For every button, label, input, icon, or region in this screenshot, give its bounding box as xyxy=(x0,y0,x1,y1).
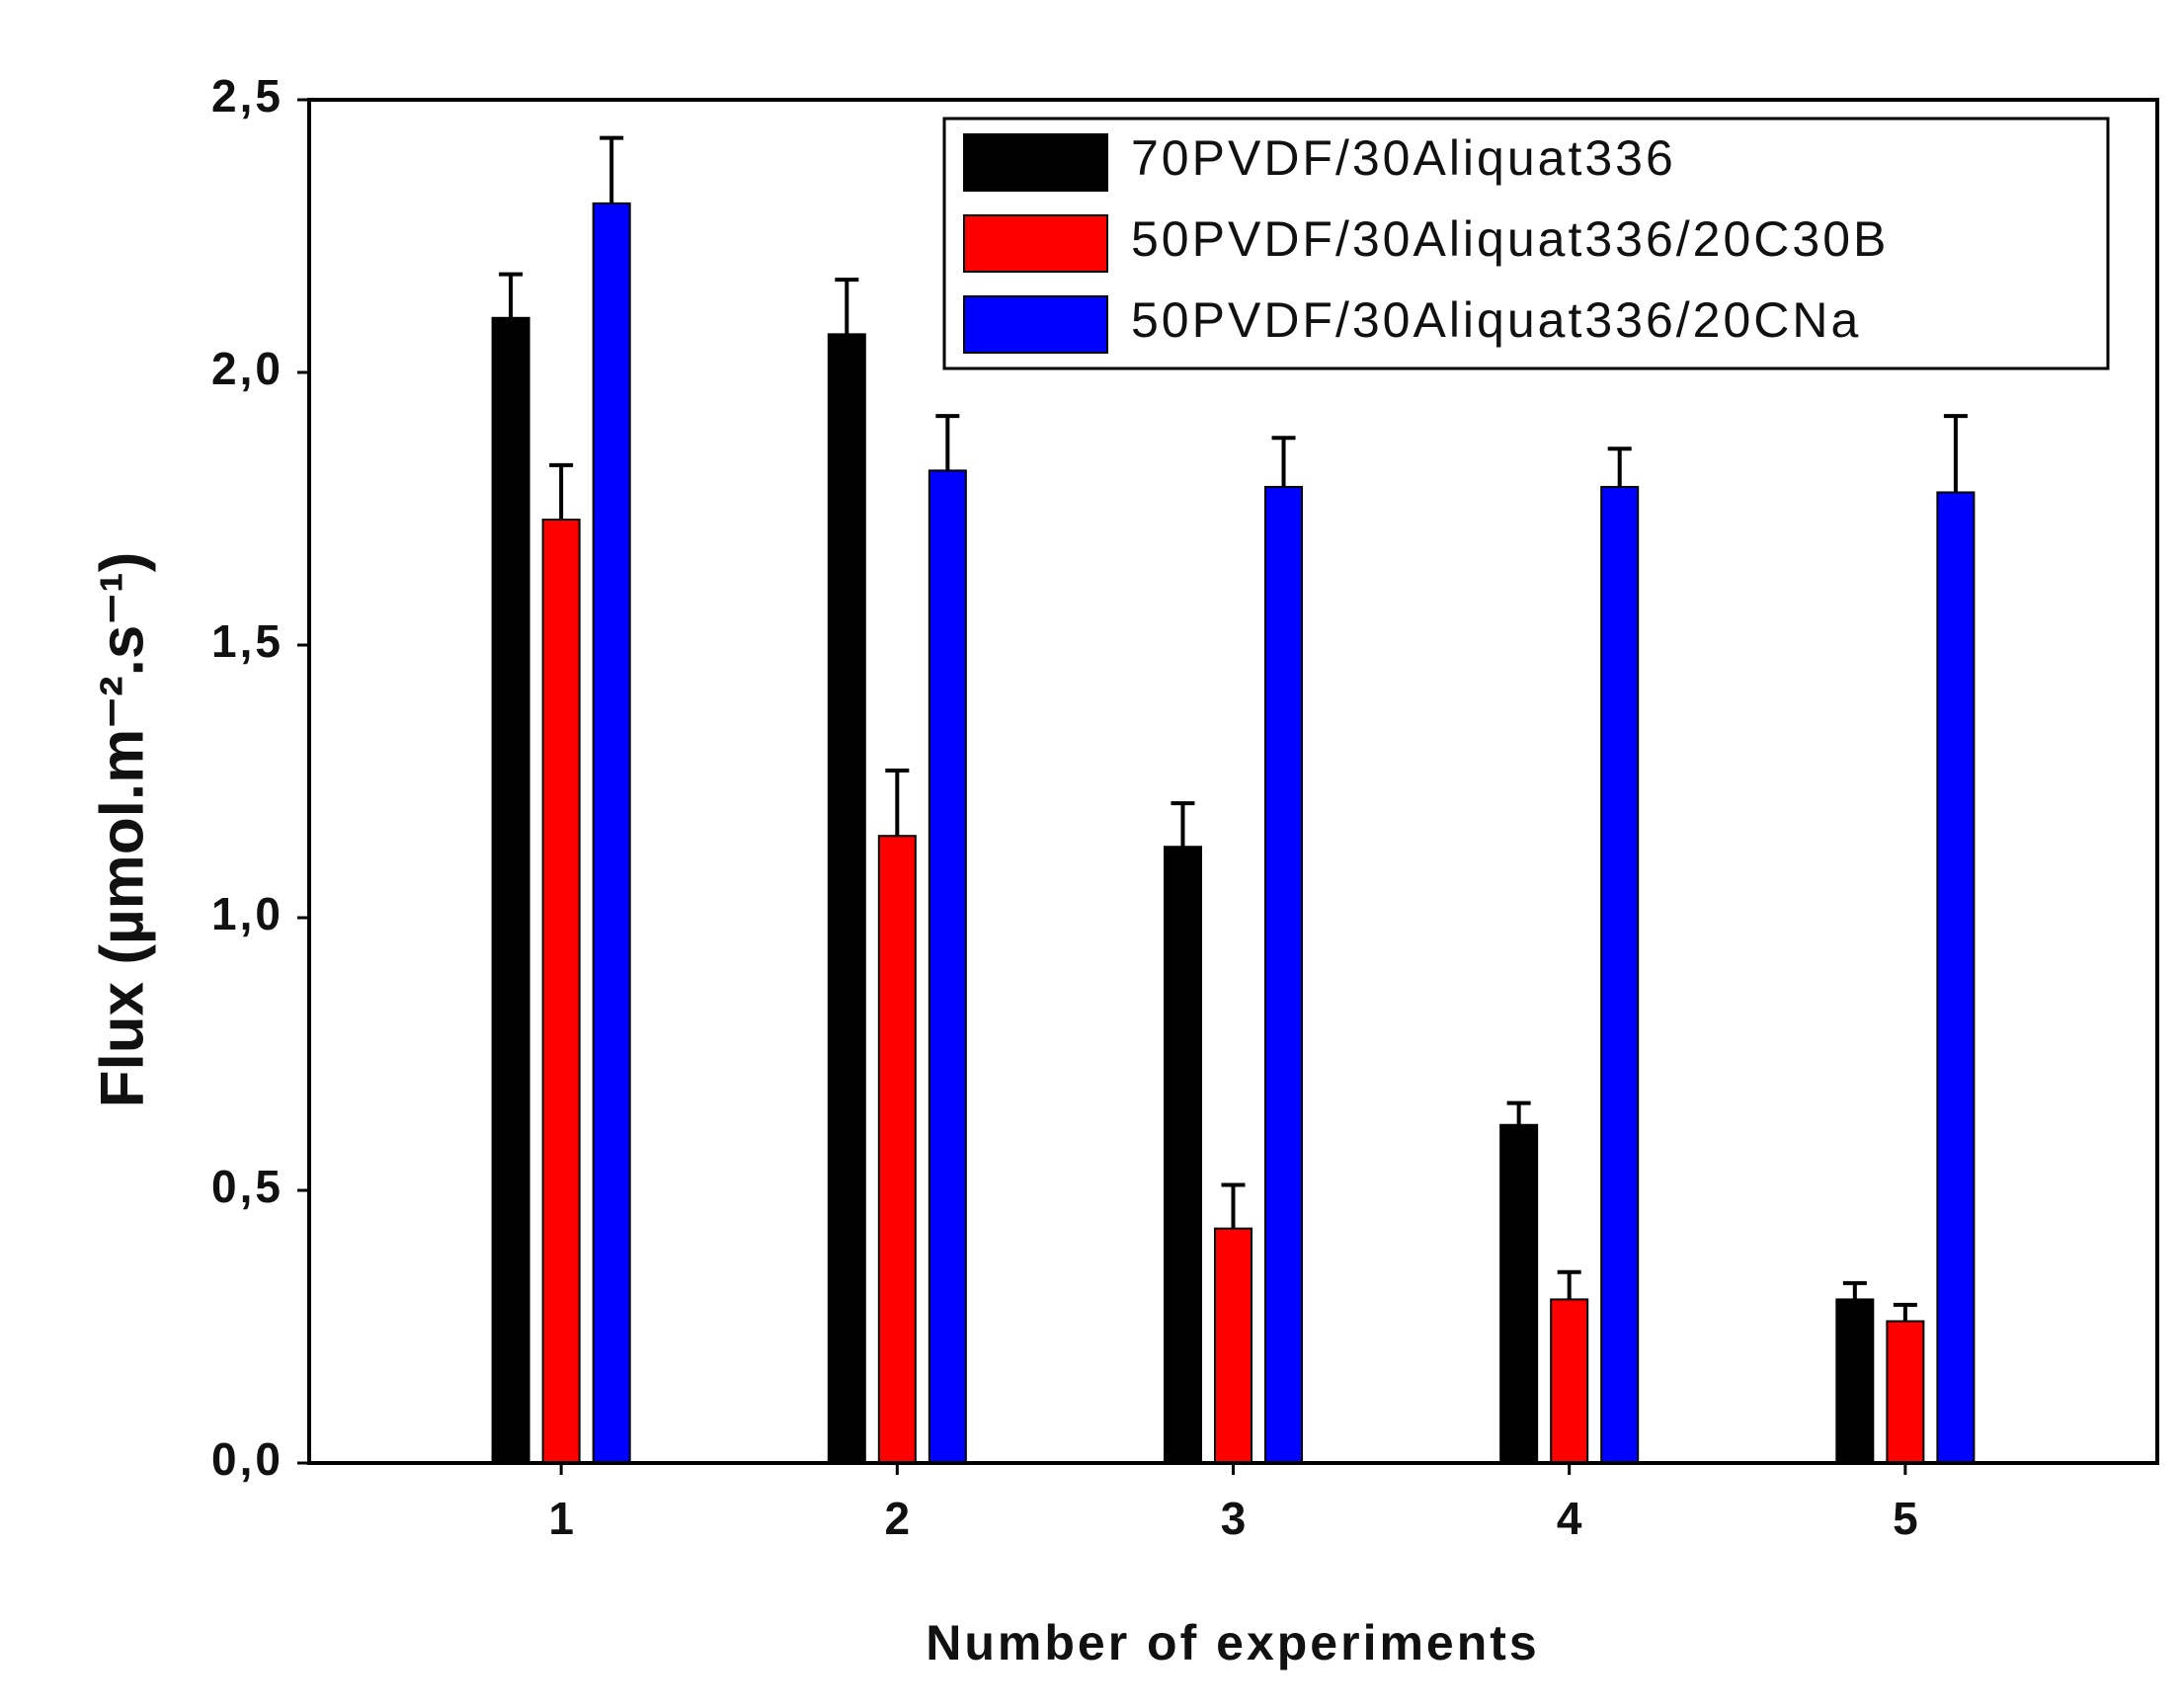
bar xyxy=(1886,1320,1925,1464)
error-bar xyxy=(1893,1302,1917,1322)
x-tick-label: 4 xyxy=(1557,1493,1582,1544)
bar xyxy=(1936,491,1976,1464)
error-bar xyxy=(1171,801,1195,848)
error-bar xyxy=(1842,1280,1867,1300)
x-tick-label: 5 xyxy=(1893,1493,1918,1544)
error-bar xyxy=(1943,414,1968,493)
bar xyxy=(1214,1227,1252,1465)
error-bar xyxy=(499,272,524,318)
bar xyxy=(592,202,631,1464)
y-tick-label: 2,5 xyxy=(211,70,283,122)
legend-label: 50PVDF/30Aliquat336/20CNa xyxy=(1131,292,1861,348)
y-tick-label: 1,0 xyxy=(211,888,283,939)
y-tick-label: 0,5 xyxy=(211,1161,283,1212)
error-bar xyxy=(835,278,859,335)
error-bar xyxy=(1221,1182,1246,1229)
bar xyxy=(541,519,581,1464)
legend-swatch xyxy=(963,295,1108,354)
x-tick-label: 3 xyxy=(1221,1493,1247,1544)
bar xyxy=(1499,1123,1539,1464)
y-tick-label: 2,0 xyxy=(211,343,283,394)
x-tick-label: 2 xyxy=(885,1493,911,1544)
bar xyxy=(827,333,866,1464)
error-bar xyxy=(885,768,910,837)
y-tick-label: 1,5 xyxy=(211,615,283,667)
bar xyxy=(1550,1298,1589,1465)
bar xyxy=(1163,846,1202,1464)
error-bar xyxy=(1557,1269,1581,1300)
legend-label: 70PVDF/30Aliquat336 xyxy=(1131,130,1676,186)
bar xyxy=(877,835,917,1464)
legend-box xyxy=(942,117,2110,370)
bar xyxy=(1835,1298,1875,1465)
error-bar xyxy=(1506,1100,1531,1125)
y-axis-label: Flux (µmol.m⁻².s⁻¹) xyxy=(88,552,156,1108)
plot-frame xyxy=(307,98,2159,1465)
x-axis-label: Number of experiments xyxy=(926,1615,1539,1670)
bar xyxy=(1264,485,1304,1465)
legend-swatch xyxy=(963,214,1108,273)
legend-swatch xyxy=(963,133,1108,192)
x-tick-label: 1 xyxy=(548,1493,574,1544)
y-tick-label: 0,0 xyxy=(211,1433,283,1485)
error-bar xyxy=(1607,447,1632,487)
error-bar xyxy=(1271,436,1296,487)
error-bar xyxy=(935,414,960,471)
error-bar xyxy=(600,135,624,203)
bar xyxy=(1600,485,1640,1465)
legend-label: 50PVDF/30Aliquat336/20C30B xyxy=(1131,211,1889,267)
error-bar xyxy=(549,462,574,521)
bar xyxy=(491,316,530,1464)
bar xyxy=(928,469,967,1464)
